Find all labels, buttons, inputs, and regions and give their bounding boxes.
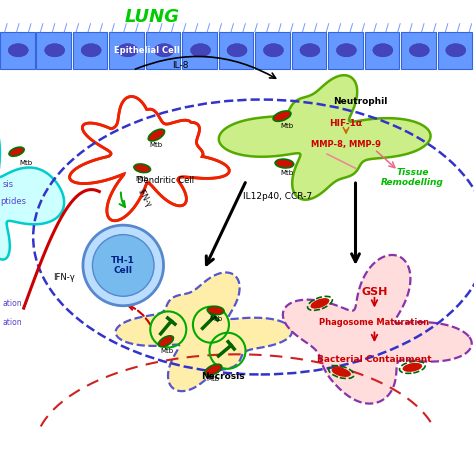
Ellipse shape (135, 165, 150, 172)
Ellipse shape (8, 44, 28, 57)
Polygon shape (283, 255, 472, 403)
Circle shape (83, 225, 164, 306)
Text: MMP-8, MMP-9: MMP-8, MMP-9 (311, 140, 381, 149)
Text: Neutrophil: Neutrophil (333, 98, 387, 106)
Ellipse shape (10, 148, 23, 155)
Ellipse shape (373, 44, 393, 57)
Ellipse shape (118, 44, 137, 57)
Ellipse shape (147, 128, 165, 142)
Ellipse shape (276, 160, 293, 167)
Ellipse shape (157, 335, 174, 347)
Text: ation: ation (2, 299, 22, 308)
Text: Epithelial Cell: Epithelial Cell (114, 46, 180, 55)
Text: Mtb: Mtb (209, 316, 222, 322)
Text: ptides: ptides (0, 197, 26, 206)
Ellipse shape (402, 363, 422, 372)
Text: Mtb: Mtb (136, 176, 149, 182)
Bar (109, 32, 144, 69)
Ellipse shape (274, 112, 290, 120)
Text: IL12p40, CCR-7: IL12p40, CCR-7 (243, 192, 312, 201)
Ellipse shape (208, 307, 223, 314)
Circle shape (92, 235, 154, 296)
Ellipse shape (227, 44, 247, 57)
Ellipse shape (300, 44, 320, 57)
Text: ation: ation (2, 318, 22, 327)
Text: IFN-γ: IFN-γ (135, 187, 153, 209)
Ellipse shape (272, 110, 292, 122)
Ellipse shape (204, 364, 223, 376)
Text: Dendritic Cell: Dendritic Cell (137, 176, 194, 184)
Ellipse shape (446, 44, 466, 57)
Ellipse shape (159, 337, 173, 346)
Text: Mtb: Mtb (280, 170, 293, 176)
Ellipse shape (310, 298, 329, 309)
Ellipse shape (207, 305, 225, 316)
Polygon shape (219, 75, 430, 200)
Bar (255, 32, 290, 69)
Bar (0, 32, 35, 69)
Bar (182, 32, 217, 69)
Ellipse shape (81, 44, 101, 57)
Ellipse shape (154, 44, 174, 57)
Text: Mtb: Mtb (160, 348, 173, 354)
Ellipse shape (274, 158, 294, 169)
Text: Tissue
Remodelling: Tissue Remodelling (381, 168, 444, 187)
Ellipse shape (409, 44, 429, 57)
Text: Phagosome Maturation: Phagosome Maturation (319, 318, 429, 327)
Ellipse shape (264, 44, 283, 57)
Text: Mtb: Mtb (150, 142, 163, 148)
Ellipse shape (332, 367, 351, 377)
Polygon shape (116, 273, 292, 391)
Bar (219, 32, 253, 69)
Polygon shape (0, 121, 64, 281)
Bar (401, 32, 436, 69)
Text: Bacterial Containment: Bacterial Containment (317, 355, 432, 364)
Ellipse shape (45, 44, 65, 57)
Text: sis: sis (2, 181, 13, 189)
Text: LUNG: LUNG (124, 8, 179, 26)
Bar (438, 32, 472, 69)
Bar (328, 32, 363, 69)
Text: GSH: GSH (361, 286, 388, 297)
Text: IFN-γ: IFN-γ (53, 273, 75, 282)
Bar (365, 32, 399, 69)
Ellipse shape (337, 44, 356, 57)
Text: HIF-1α: HIF-1α (329, 119, 363, 128)
Ellipse shape (206, 365, 221, 374)
Text: TH-1
Cell: TH-1 Cell (111, 256, 135, 275)
Ellipse shape (8, 146, 25, 157)
Bar (292, 32, 326, 69)
Text: Mtb: Mtb (19, 160, 33, 166)
Ellipse shape (133, 163, 151, 173)
Text: Mtb: Mtb (280, 123, 293, 129)
Ellipse shape (191, 44, 210, 57)
Text: Mtb: Mtb (207, 375, 220, 382)
Text: Necrosis: Necrosis (201, 373, 245, 381)
Polygon shape (70, 97, 229, 221)
Bar (36, 32, 71, 69)
Bar (73, 32, 108, 69)
Bar (146, 32, 181, 69)
Ellipse shape (149, 130, 164, 140)
Text: IL-8: IL-8 (172, 61, 188, 70)
